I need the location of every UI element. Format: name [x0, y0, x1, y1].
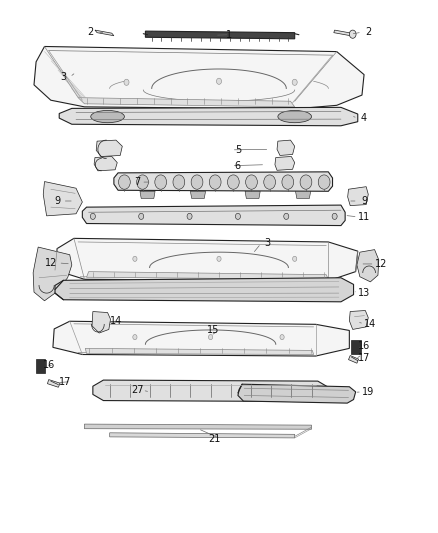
- Polygon shape: [94, 157, 117, 171]
- Polygon shape: [334, 30, 351, 36]
- Polygon shape: [140, 191, 155, 198]
- Text: 4: 4: [361, 113, 367, 123]
- Ellipse shape: [300, 175, 312, 189]
- Ellipse shape: [137, 175, 148, 189]
- Text: 7: 7: [134, 177, 140, 187]
- FancyBboxPatch shape: [351, 340, 361, 354]
- Polygon shape: [55, 278, 353, 302]
- Text: 14: 14: [364, 319, 377, 329]
- Ellipse shape: [282, 175, 294, 189]
- Polygon shape: [145, 31, 295, 39]
- Polygon shape: [82, 205, 345, 225]
- Circle shape: [280, 335, 284, 340]
- Ellipse shape: [318, 175, 330, 189]
- Polygon shape: [357, 249, 379, 282]
- Circle shape: [332, 213, 337, 220]
- Text: 12: 12: [45, 258, 57, 268]
- Text: 17: 17: [358, 352, 370, 362]
- FancyBboxPatch shape: [36, 359, 46, 374]
- Text: 2: 2: [365, 27, 371, 37]
- Circle shape: [187, 213, 192, 220]
- Circle shape: [133, 335, 137, 340]
- Circle shape: [133, 256, 137, 261]
- Ellipse shape: [191, 175, 203, 189]
- Text: 13: 13: [358, 288, 370, 298]
- Ellipse shape: [246, 175, 258, 189]
- Polygon shape: [87, 272, 328, 279]
- Text: 11: 11: [358, 212, 370, 222]
- Text: 16: 16: [42, 360, 55, 370]
- Text: 16: 16: [358, 341, 370, 351]
- Circle shape: [235, 213, 240, 220]
- Polygon shape: [348, 187, 368, 206]
- Circle shape: [217, 256, 221, 261]
- Circle shape: [284, 213, 289, 220]
- Text: 27: 27: [131, 385, 143, 395]
- Polygon shape: [110, 433, 295, 438]
- Text: 21: 21: [208, 434, 221, 444]
- Ellipse shape: [264, 175, 276, 189]
- Polygon shape: [296, 191, 311, 198]
- Text: 19: 19: [362, 387, 374, 397]
- Text: 14: 14: [110, 316, 122, 326]
- Polygon shape: [350, 311, 368, 329]
- Polygon shape: [85, 424, 311, 429]
- Text: 9: 9: [54, 196, 60, 206]
- Text: 9: 9: [361, 196, 367, 206]
- Polygon shape: [78, 98, 295, 107]
- Text: 12: 12: [374, 259, 387, 269]
- Text: 3: 3: [60, 72, 67, 82]
- Circle shape: [350, 30, 356, 38]
- Polygon shape: [191, 191, 205, 198]
- Ellipse shape: [155, 175, 166, 189]
- Polygon shape: [245, 191, 260, 198]
- Polygon shape: [238, 384, 356, 403]
- Polygon shape: [34, 46, 364, 109]
- Polygon shape: [85, 349, 314, 354]
- Text: 15: 15: [206, 326, 219, 335]
- Circle shape: [293, 256, 297, 261]
- Circle shape: [124, 79, 129, 85]
- Ellipse shape: [91, 110, 124, 123]
- Circle shape: [208, 335, 213, 340]
- Polygon shape: [93, 380, 328, 401]
- Polygon shape: [277, 140, 295, 156]
- Polygon shape: [55, 238, 358, 281]
- Polygon shape: [275, 157, 295, 171]
- Ellipse shape: [227, 175, 239, 189]
- Polygon shape: [47, 379, 60, 387]
- Circle shape: [90, 213, 95, 220]
- Ellipse shape: [173, 175, 185, 189]
- Circle shape: [216, 78, 222, 84]
- Text: 17: 17: [59, 377, 72, 386]
- Polygon shape: [96, 140, 122, 157]
- Text: 3: 3: [264, 238, 270, 248]
- Text: 6: 6: [235, 160, 241, 171]
- Polygon shape: [43, 182, 82, 216]
- Ellipse shape: [209, 175, 221, 189]
- Polygon shape: [95, 30, 114, 36]
- Ellipse shape: [119, 175, 130, 189]
- Polygon shape: [114, 172, 332, 191]
- Polygon shape: [92, 311, 110, 333]
- Text: 2: 2: [88, 27, 94, 37]
- Circle shape: [139, 213, 144, 220]
- Polygon shape: [53, 321, 350, 356]
- Polygon shape: [349, 356, 359, 363]
- Polygon shape: [33, 247, 72, 301]
- Polygon shape: [59, 107, 358, 126]
- Ellipse shape: [278, 110, 311, 123]
- Text: 1: 1: [226, 30, 233, 40]
- Text: 5: 5: [235, 145, 241, 155]
- Circle shape: [292, 79, 297, 85]
